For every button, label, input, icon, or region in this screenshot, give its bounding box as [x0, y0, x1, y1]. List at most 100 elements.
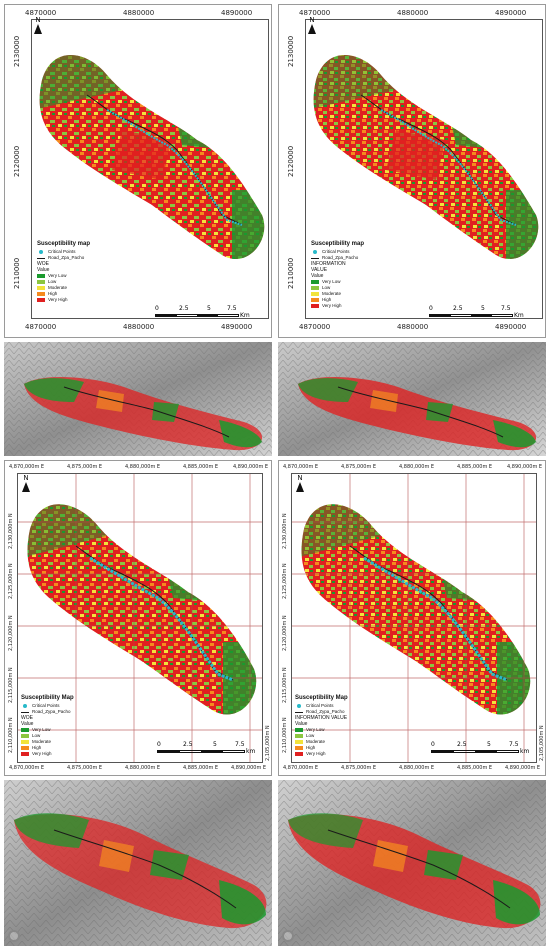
legend-class: Moderate: [32, 739, 52, 744]
scale-tick: 7.5: [235, 741, 245, 748]
x-tick: 4880000: [123, 9, 155, 17]
swatch-very-low: [295, 728, 303, 732]
swatch-high: [311, 298, 319, 302]
scale-bar: 0 2.5 5 7.5 km: [157, 741, 261, 755]
north-arrow-icon: [308, 24, 316, 34]
legend-class: Very Low: [306, 727, 325, 732]
legend-value-label: Value: [295, 721, 308, 727]
legend-value-label: Value: [37, 267, 50, 273]
x-tick: 4,870,000m E: [9, 765, 45, 771]
scale-tick: 2.5: [457, 741, 467, 748]
legend-class: Low: [322, 285, 331, 290]
map-frame: [31, 19, 269, 319]
map-frame: [291, 473, 537, 763]
x-tick: 4,880,000m E: [125, 464, 161, 470]
legend-value-label: Value: [21, 721, 34, 727]
scale-unit: Km: [240, 312, 250, 319]
north-arrow: N: [21, 475, 31, 492]
scale-tick: 2.5: [453, 305, 463, 312]
map-frame: [17, 473, 263, 763]
legend-value-label: Value: [311, 273, 324, 279]
relief-3d-view-information-value: [278, 342, 546, 456]
scale-tick: 0: [431, 741, 435, 748]
compass-icon[interactable]: [282, 930, 294, 942]
susceptibility-map-a: [39, 55, 265, 260]
legend-road-label: Road_Zpa_Pacho: [322, 255, 359, 260]
y-tick: 2,120,000m N: [8, 615, 14, 651]
legend-title: Susceptibility map: [311, 241, 365, 247]
panel-d-information-value-gridded-map: 4,870,000m E 4,875,000m E 4,880,000m E 4…: [278, 460, 546, 776]
legend-points-label: Critical Points: [322, 249, 350, 254]
legend-class: High: [306, 745, 316, 750]
legend-class: Moderate: [322, 291, 342, 296]
y-tick: 2,115,000m N: [8, 667, 14, 703]
y-tick: 2,125,000m N: [8, 563, 14, 599]
scale-tick: 0: [157, 741, 161, 748]
north-arrow-icon: [34, 24, 42, 34]
swatch-very-low: [311, 280, 319, 284]
north-arrow: N: [307, 17, 317, 34]
scale-bar-graphic: [431, 750, 519, 753]
x-tick: 4,880,000m E: [399, 765, 435, 771]
scale-tick: 5: [207, 305, 211, 312]
swatch-high: [21, 746, 29, 750]
x-tick: 4,880,000m E: [399, 464, 435, 470]
north-label: N: [35, 16, 41, 24]
susceptibility-map-d: [292, 474, 536, 762]
legend: Susceptibility Map Critical Points Road_…: [21, 695, 131, 757]
legend-class: Very High: [48, 297, 68, 302]
swatch-very-high: [311, 304, 319, 308]
x-tick: 4,870,000m E: [283, 464, 319, 470]
critical-points-symbol: [23, 704, 27, 708]
y-tick: 2,110,000m N: [282, 717, 288, 753]
scale-tick: 7.5: [227, 305, 237, 312]
scale-tick: 5: [213, 741, 217, 748]
x-tick: 4,885,000m E: [457, 765, 493, 771]
y-tick: 2110000: [287, 257, 295, 289]
legend-method: INFORMATION VALUE: [311, 261, 346, 273]
y-tick: 2120000: [287, 145, 295, 177]
legend-class: Very Low: [322, 279, 341, 284]
legend-class: Low: [48, 279, 57, 284]
x-tick: 4,875,000m E: [341, 464, 377, 470]
x-tick: 4,870,000m E: [283, 765, 319, 771]
y-tick: 2120000: [13, 145, 21, 177]
swatch-low: [295, 734, 303, 738]
swatch-very-low: [37, 274, 45, 278]
x-tick: 4880000: [397, 9, 429, 17]
critical-points-symbol: [297, 704, 301, 708]
y-tick: 2,110,000m N: [8, 717, 14, 753]
y-tick: 2,115,000m N: [282, 667, 288, 703]
legend-class: Moderate: [48, 285, 68, 290]
scale-bar: 0 2.5 5 7.5 Km: [429, 305, 529, 319]
legend-road-label: Road_Zypa_Pacho: [306, 709, 345, 714]
legend-points-label: Critical Points: [306, 703, 334, 708]
legend-title: Susceptibility Map: [295, 695, 348, 701]
legend-class: High: [32, 745, 42, 750]
scale-tick: 0: [155, 305, 159, 312]
panel-b-information-value-map: 4870000 4880000 4890000 4870000 4880000 …: [278, 4, 546, 338]
north-arrow-icon: [22, 482, 30, 492]
scale-tick: 5: [481, 305, 485, 312]
legend-method: INFORMATION VALUE: [295, 715, 348, 721]
compass-icon[interactable]: [8, 930, 20, 942]
x-tick: 4,890,000m E: [233, 464, 269, 470]
x-tick: 4890000: [495, 323, 527, 331]
swatch-high: [37, 292, 45, 296]
x-tick: 4,885,000m E: [183, 464, 219, 470]
scale-bar: 0 2.5 5 7.5 km: [431, 741, 535, 755]
critical-points-symbol: [313, 250, 317, 254]
x-tick: 4,880,000m E: [125, 765, 161, 771]
north-arrow: N: [33, 17, 43, 34]
scale-bar: 0 2.5 5 7.5 Km: [155, 305, 255, 319]
legend-points-label: Critical Points: [32, 703, 60, 708]
road-symbol: [37, 257, 45, 259]
legend-class: Very Low: [48, 273, 67, 278]
scale-tick: 7.5: [501, 305, 511, 312]
y-tick: 2130000: [13, 35, 21, 67]
swatch-moderate: [295, 740, 303, 744]
x-tick: 4870000: [299, 9, 331, 17]
legend-class: High: [48, 291, 58, 296]
road-symbol: [21, 711, 29, 713]
y-tick: 2110000: [13, 257, 21, 289]
